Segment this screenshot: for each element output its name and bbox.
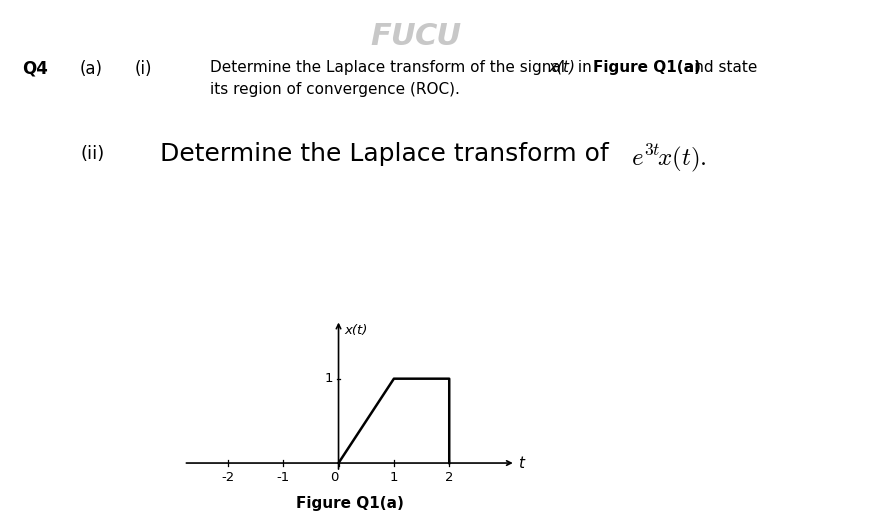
Text: and state: and state	[680, 60, 758, 75]
Text: 0: 0	[329, 472, 338, 485]
Text: Determine the Laplace transform of: Determine the Laplace transform of	[160, 142, 617, 166]
Text: t: t	[518, 455, 524, 471]
Text: Figure Q1(a): Figure Q1(a)	[295, 496, 404, 511]
Text: its region of convergence (ROC).: its region of convergence (ROC).	[210, 82, 460, 97]
Text: x(t): x(t)	[548, 60, 575, 75]
Text: 1: 1	[390, 472, 399, 485]
Text: CU: CU	[415, 22, 462, 51]
Text: Figure Q1(a): Figure Q1(a)	[593, 60, 701, 75]
Text: (ii): (ii)	[80, 145, 104, 163]
Text: 2: 2	[445, 472, 454, 485]
Text: 1: 1	[325, 372, 334, 385]
Text: FU: FU	[370, 22, 416, 51]
Text: $e^{3t}\!x(t).$: $e^{3t}\!x(t).$	[631, 142, 707, 174]
Text: Q4: Q4	[22, 60, 48, 78]
Text: -1: -1	[276, 472, 290, 485]
Text: (a): (a)	[80, 60, 103, 78]
Text: in: in	[573, 60, 597, 75]
Text: (i): (i)	[135, 60, 152, 78]
Text: Determine the Laplace transform of the signal: Determine the Laplace transform of the s…	[210, 60, 570, 75]
Text: -2: -2	[221, 472, 234, 485]
Text: x(t): x(t)	[344, 324, 367, 337]
